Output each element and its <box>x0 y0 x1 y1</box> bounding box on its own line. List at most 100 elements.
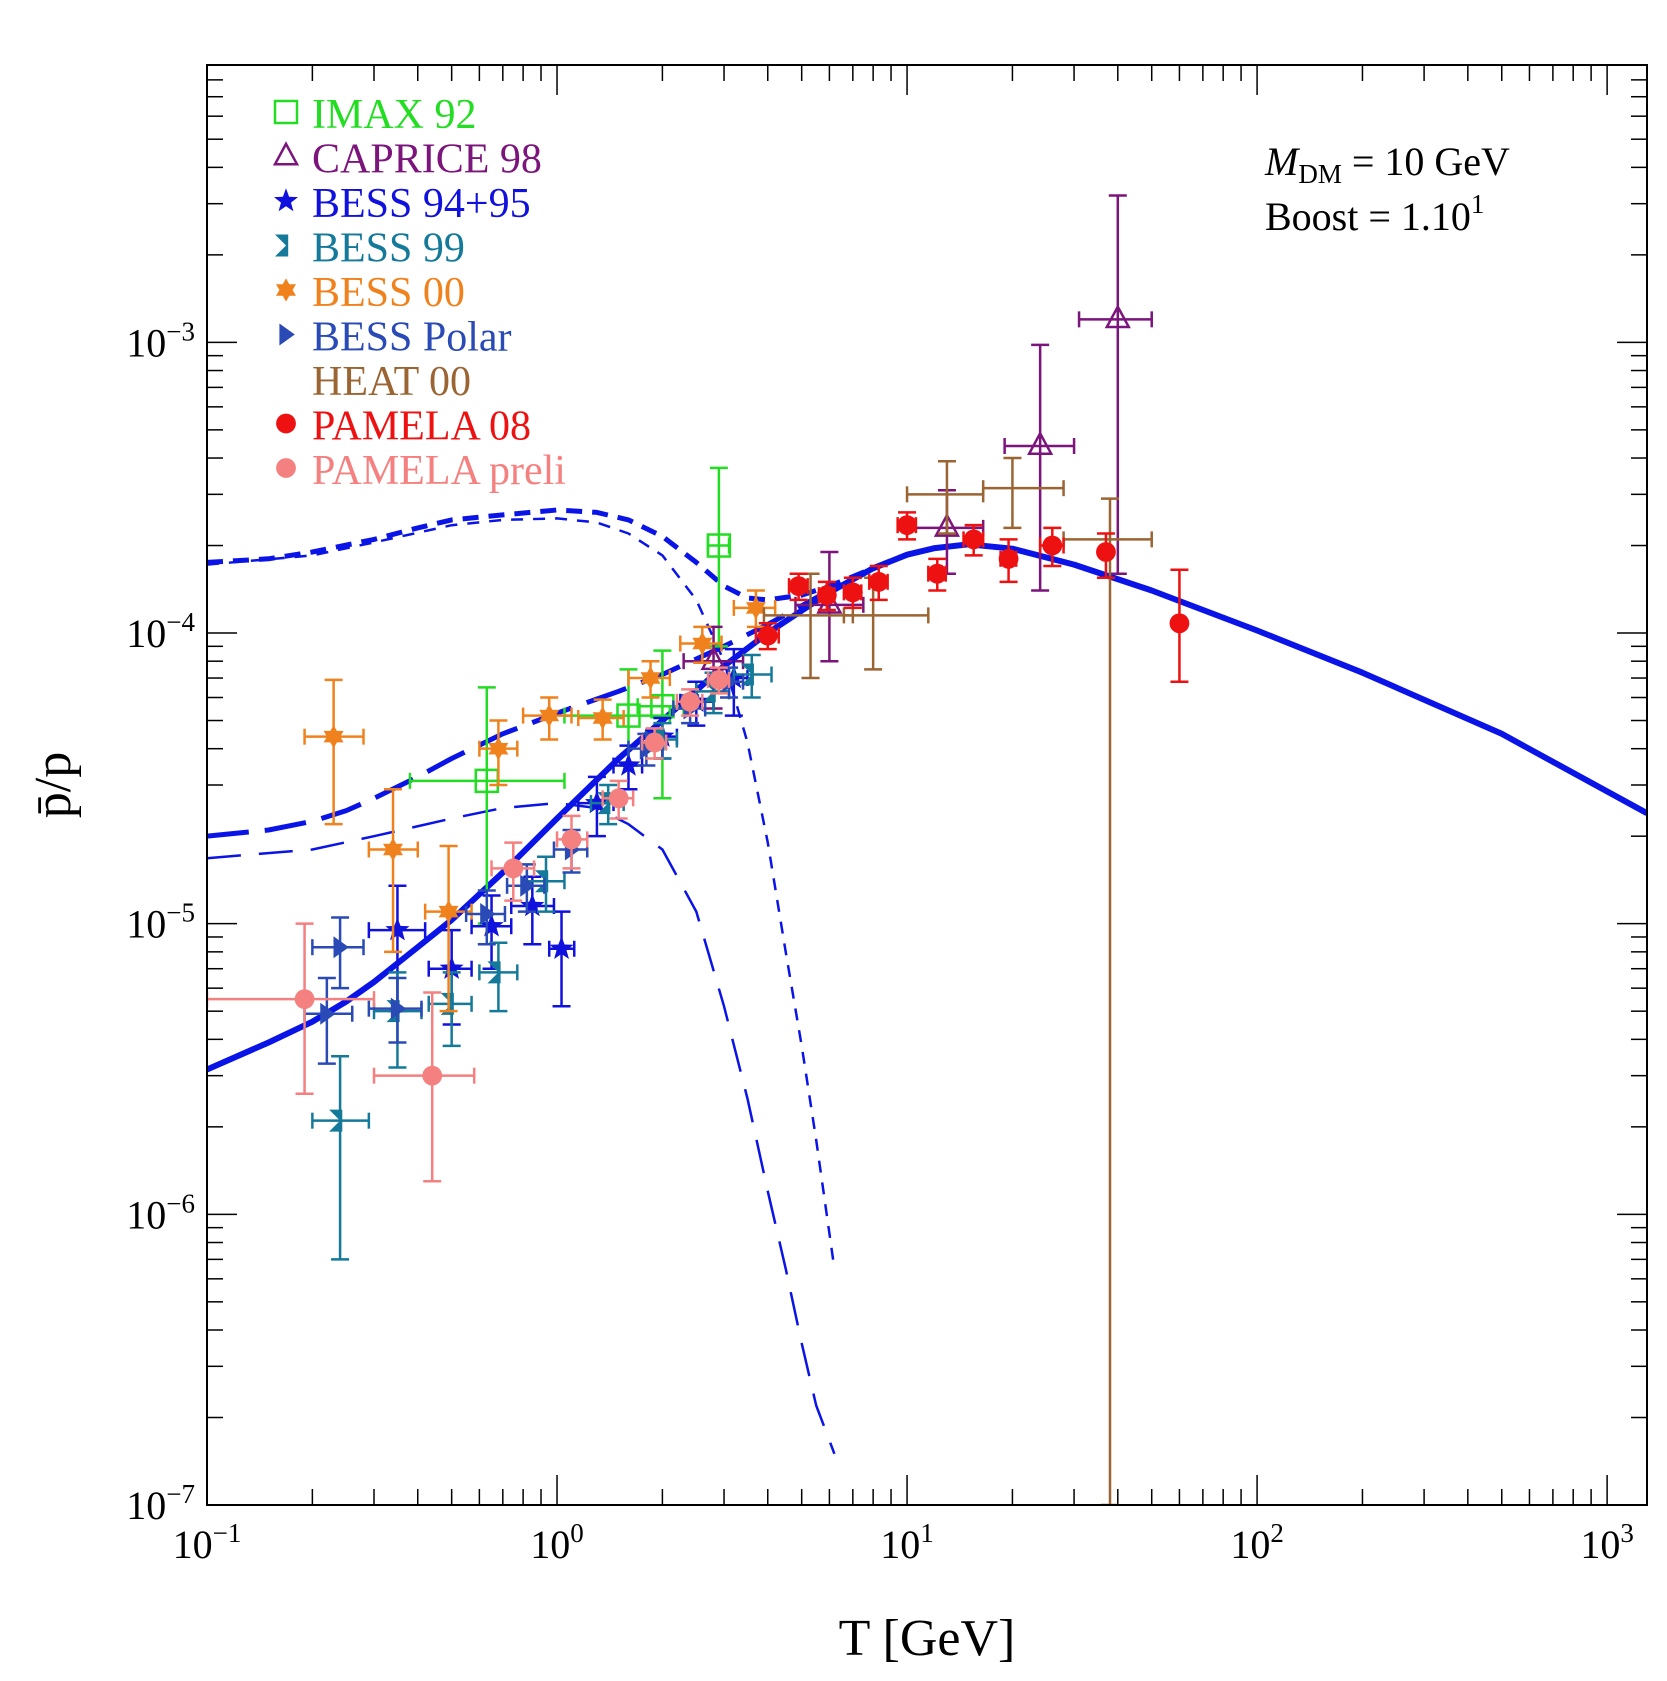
data-point <box>423 844 473 1013</box>
legend-label: IMAX 92 <box>312 92 477 138</box>
point-marker <box>520 893 545 917</box>
data-point <box>905 459 985 535</box>
point-marker <box>385 917 410 941</box>
data-points <box>207 194 1190 1505</box>
data-point <box>547 910 576 1008</box>
y-tick-label-exp: −6 <box>166 1188 195 1218</box>
x-tick-label-exp: 3 <box>1620 1518 1634 1548</box>
point-marker <box>561 829 582 850</box>
data-point <box>927 557 948 592</box>
legend-label: BESS Polar <box>312 315 512 361</box>
legend-entry: IMAX 92 <box>273 92 477 138</box>
annotation-mass-sub: DM <box>1298 159 1342 189</box>
data-point <box>1169 568 1190 683</box>
plot-frame <box>206 64 1648 1506</box>
series-bess-00 <box>303 589 777 1013</box>
point-marker <box>539 704 560 728</box>
curve-total-short-dash <box>207 507 948 603</box>
data-point <box>962 523 985 557</box>
legend-label: PAMELA preli <box>312 448 566 494</box>
point-marker <box>1027 430 1054 455</box>
y-tick-label-exp: −7 <box>166 1479 195 1509</box>
data-point <box>675 688 704 717</box>
legend-marker <box>272 141 300 166</box>
point-marker <box>708 669 729 690</box>
point-marker <box>927 563 948 584</box>
point-marker <box>745 596 766 620</box>
series-bess-99 <box>311 653 773 1261</box>
x-tick-label-exp: 1 <box>920 1518 934 1548</box>
data-point <box>478 941 519 1013</box>
point-marker <box>549 936 574 959</box>
x-tick-label-exp: −1 <box>213 1518 242 1548</box>
data-point <box>1077 194 1153 575</box>
series-bess-polar <box>303 666 745 1065</box>
y-tick-label-base: 10 <box>126 902 166 947</box>
annotation-mass-var: M <box>1264 139 1301 184</box>
point-marker <box>440 992 454 1015</box>
point-marker <box>616 752 641 776</box>
data-point <box>1062 497 1153 1505</box>
point-marker <box>383 837 403 861</box>
legend-label: BESS 99 <box>312 226 465 272</box>
annotation-boost-exp: 1 <box>1471 189 1485 219</box>
legend-entry: BESS 99 <box>275 226 465 272</box>
y-tick-label: 10−4 <box>126 607 195 656</box>
point-marker <box>479 913 504 937</box>
point-marker <box>520 874 536 897</box>
x-axis-title: T [GeV] <box>839 1610 1016 1667</box>
data-point <box>732 653 773 699</box>
legend-marker <box>274 188 298 212</box>
legend-marker <box>279 323 295 346</box>
x-tick-label-exp: 0 <box>570 1518 584 1548</box>
y-tick-label-exp: −4 <box>166 607 195 637</box>
series-heat-00 <box>762 456 1153 1505</box>
annotation-mass: MDM = 10 GeV <box>1264 139 1510 189</box>
legend-entry: PAMELA 08 <box>276 404 531 450</box>
point-marker <box>323 725 344 749</box>
point-marker <box>320 1002 336 1025</box>
point-marker <box>1104 304 1131 329</box>
x-tick-label-base: 10 <box>880 1522 920 1567</box>
y-tick-label: 10−3 <box>126 316 195 365</box>
point-marker <box>438 900 459 924</box>
curve-signal-short-dash <box>207 517 836 1269</box>
point-marker <box>390 997 407 1020</box>
y-tick-label: 10−7 <box>126 1479 195 1528</box>
data-point <box>640 727 668 760</box>
point-marker <box>608 788 629 809</box>
legend-entry: BESS Polar <box>279 315 512 361</box>
data-point <box>470 894 513 970</box>
point-marker <box>998 548 1019 569</box>
data-point <box>998 538 1019 584</box>
data-point <box>627 659 672 699</box>
data-point <box>732 589 777 629</box>
model-curves <box>207 507 1647 1455</box>
point-marker <box>616 703 641 728</box>
y-tick-label-base: 10 <box>126 1483 166 1528</box>
point-marker <box>897 515 917 536</box>
data-point <box>816 580 837 612</box>
legend-entry: HEAT 00 <box>312 359 471 405</box>
point-marker <box>680 691 701 712</box>
series-pamela-08 <box>754 511 1190 683</box>
legend-label: PAMELA 08 <box>312 404 531 450</box>
y-tick-label-exp: −3 <box>166 316 195 346</box>
data-point <box>311 916 365 990</box>
point-marker <box>868 571 889 592</box>
data-point <box>372 991 476 1183</box>
point-marker <box>963 529 984 550</box>
y-tick-label-base: 10 <box>126 320 166 365</box>
curve-background <box>207 541 1647 1073</box>
legend-entry: PAMELA preli <box>276 448 566 494</box>
legend-entry: CAPRICE 98 <box>272 137 542 183</box>
annotation: MDM = 10 GeV Boost = 1.101 <box>1264 139 1510 239</box>
y-tick-label-base: 10 <box>126 1192 166 1237</box>
x-tick-label-base: 10 <box>173 1522 213 1567</box>
data-point <box>896 511 918 541</box>
data-point <box>408 686 566 925</box>
y-tick-label: 10−6 <box>126 1188 195 1237</box>
data-point <box>1038 526 1065 568</box>
